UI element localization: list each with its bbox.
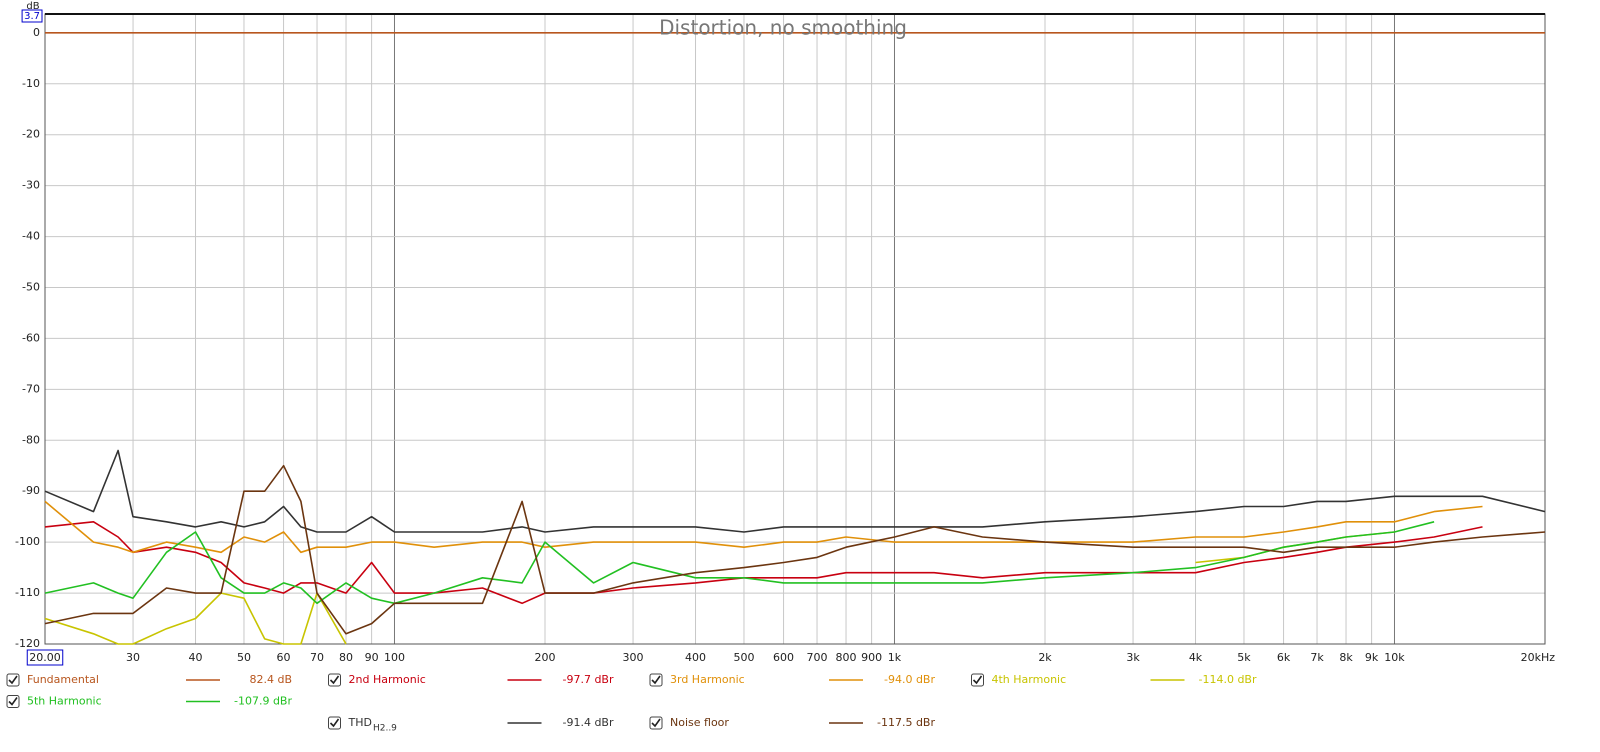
series-line [44,449,1546,533]
x-tick-label: 30 [126,651,140,664]
x-tick-label: 60 [277,651,291,664]
x-tick-label: 300 [623,651,644,664]
legend-name-sub: H2..9 [373,724,397,734]
x-tick-label: 800 [836,651,857,664]
series-line [44,521,1435,605]
y-tick-label: -40 [22,230,40,243]
x-tick-label: 3k [1126,651,1140,664]
legend-entry: 3rd Harmonic -94.0 dBr [649,673,935,687]
legend-checkmark [651,718,661,728]
legend-entry: THD H2..9 -91.4 dBr [328,716,614,734]
legend-name: THD [348,716,372,729]
legend-checkmark [972,675,983,685]
legend-checkbox [6,673,20,687]
x-tick-label: 500 [733,651,754,664]
x-tick-label: 1k [888,651,902,664]
legend-entry: 2nd Harmonic -97.7 dBr [328,673,614,687]
legend-checkbox [328,673,341,687]
x-tick-label: 100 [384,651,405,664]
x-tick-label: 400 [685,651,706,664]
legend-checkbox [649,716,663,730]
series-line [44,500,1483,554]
legend-name: 3rd Harmonic [670,673,745,686]
x-tick-label: 9k [1365,651,1379,664]
x-tick-label: 7k [1310,651,1324,664]
legend-name: 4th Harmonic [992,673,1067,686]
legend-value: -117.5 dBr [877,716,935,729]
x-tick-label: 5k [1237,651,1251,664]
y-tick-label: -60 [22,331,40,344]
x-tick-label: 90 [365,651,379,664]
y-tick-label: -70 [22,382,40,395]
x-min-box [26,649,64,666]
x-tick-label: 40 [189,651,203,664]
legend-checkbox [6,695,20,708]
legend-checkmark [651,675,661,685]
y-axis-label: dB [26,1,39,12]
legend-name: Noise floor [670,716,729,729]
legend-checkmark [329,718,340,728]
y-tick-label: -100 [15,535,40,548]
x-tick-label: 20.00 [29,651,61,664]
legend-checkbox [971,673,984,687]
x-tick-label: 50 [237,651,251,664]
x-tick-label: 200 [535,651,556,664]
x-tick-label: 2k [1038,651,1052,664]
x-tick-label: 20kHz [1521,651,1556,664]
x-tick-label: 4k [1189,651,1203,664]
legend-name: Fundamental [27,673,99,686]
series-line [44,464,1546,635]
legend-value: -107.9 dBr [234,695,292,708]
legend-entry: Fundamental 82.4 dB [6,673,292,687]
x-tick-label: 600 [773,651,794,664]
x-tick-label: 10k [1384,651,1405,664]
legend-value: -94.0 dBr [884,673,935,686]
y-tick-label: 0 [33,26,40,39]
x-tick-label: 700 [807,651,828,664]
y-max-box [21,9,43,23]
x-tick-label: 80 [339,651,353,664]
legend-checkmark [329,675,340,685]
legend-checkmark [8,675,18,685]
y-tick-label: -120 [15,637,40,650]
y-tick-label: -30 [22,179,40,192]
legend-entry: 5th Harmonic -107.9 dBr [6,695,292,708]
legend-value: -97.7 dBr [562,673,613,686]
y-tick-label: -50 [22,280,40,293]
y-tick-label: -90 [22,484,40,497]
y-tick-label: -10 [22,77,40,90]
chart-title: Distortion, no smoothing [659,16,907,40]
legend-checkbox [649,673,663,687]
legend-name: 2nd Harmonic [349,673,426,686]
y-tick-label: 3.7 [24,11,40,22]
legend-name: 5th Harmonic [27,695,102,708]
legend-checkbox [328,716,341,730]
legend-checkmark [8,697,18,706]
x-tick-label: 70 [310,651,324,664]
legend-value: -91.4 dBr [562,716,613,729]
x-tick-label: 6k [1277,651,1291,664]
legend-entry: Noise floor -117.5 dBr [649,716,935,730]
legend-entry: 4th Harmonic -114.0 dBr [971,673,1257,687]
y-tick-label: -80 [22,433,40,446]
y-tick-label: -110 [15,586,40,599]
x-tick-label: 8k [1339,651,1353,664]
legend-value: 82.4 dB [249,673,292,686]
x-tick-label: 900 [861,651,882,664]
legend-value: -114.0 dBr [1198,673,1256,686]
y-tick-label: -20 [22,128,40,141]
